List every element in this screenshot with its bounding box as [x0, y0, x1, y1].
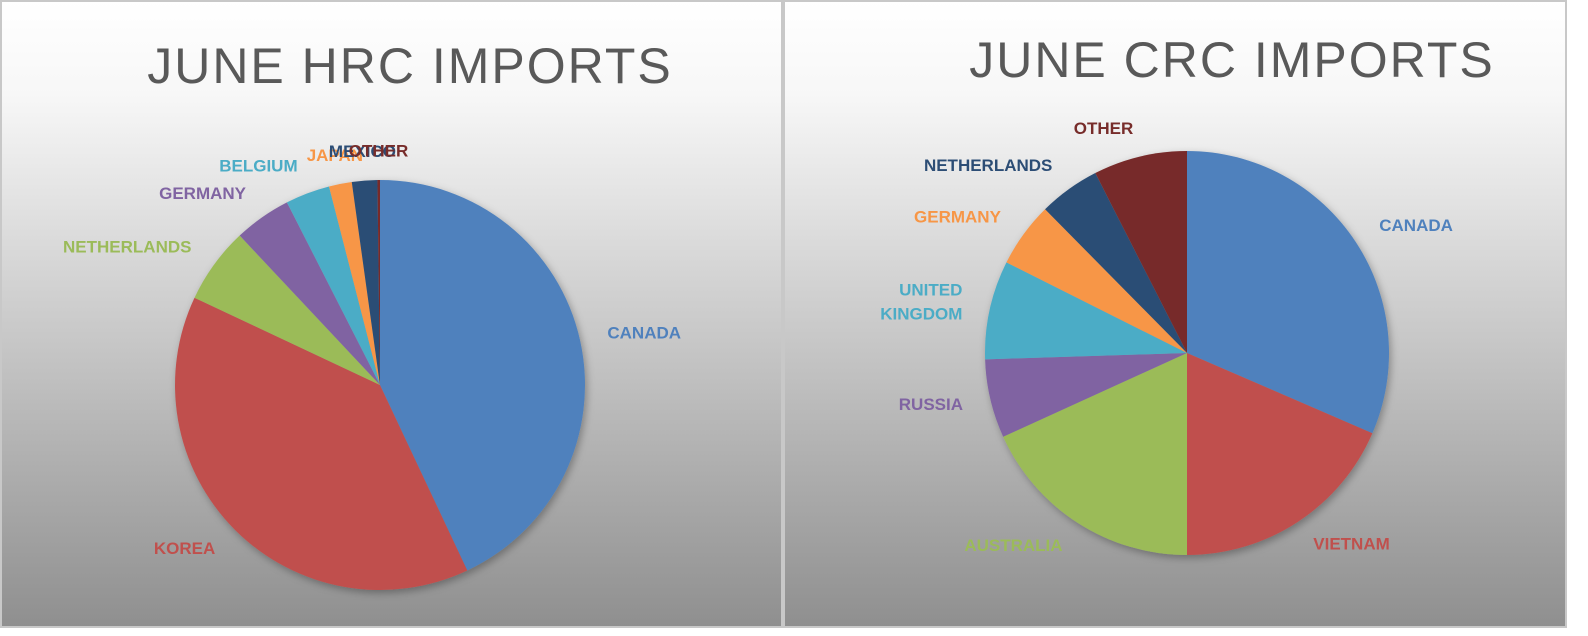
slice-label: OTHER [1074, 119, 1134, 138]
chart-title: JUNE CRC IMPORTS [969, 32, 1495, 88]
pie [174, 180, 586, 591]
slice-label: GERMANY [159, 184, 247, 203]
slice-label: UNITED KINGDOM [880, 281, 962, 324]
pie-slice [1187, 353, 1373, 555]
pie-slice [1045, 173, 1187, 353]
pie-slice [985, 262, 1187, 360]
pie-slice [239, 202, 380, 385]
slice-label: VIETNAM [1313, 535, 1390, 554]
pie-slice [174, 297, 468, 591]
pie [985, 151, 1389, 555]
pie-slice [1095, 151, 1187, 353]
slice-label: CANADA [607, 324, 681, 343]
pie-slice [329, 181, 380, 385]
slice-label: CANADA [1379, 216, 1453, 235]
pie-slice [1187, 151, 1389, 434]
slice-label: AUSTRALIA [964, 536, 1062, 555]
slice-label: NETHERLANDS [924, 156, 1052, 175]
slice-label: OTHER [349, 141, 409, 160]
slice-label: MEXICO [329, 142, 396, 161]
pie-slice [194, 235, 380, 385]
pie-slice [380, 180, 586, 571]
pie-slice [1006, 209, 1187, 353]
slice-label: BELGIUM [219, 157, 297, 176]
pie-slice [377, 180, 380, 385]
slice-label: GERMANY [914, 207, 1002, 226]
slice-label: RUSSIA [899, 395, 963, 414]
slice-label: JAPAN [307, 146, 363, 165]
pie-slice [351, 180, 380, 385]
slice-label: KOREA [154, 539, 215, 558]
chart-title: JUNE HRC IMPORTS [147, 38, 673, 94]
pie-slice [1003, 353, 1187, 555]
pie-slice [985, 353, 1187, 437]
slice-label: NETHERLANDS [63, 238, 191, 257]
pie-slice [286, 186, 380, 385]
